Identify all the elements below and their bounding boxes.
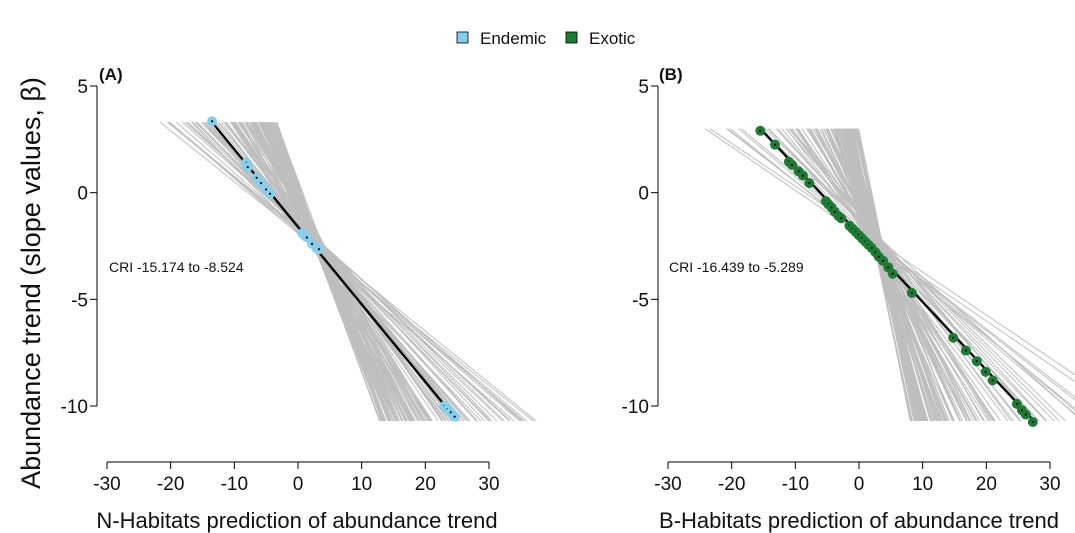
data-point-center xyxy=(210,120,214,123)
data-point-center xyxy=(453,415,456,418)
x-tick-label: 10 xyxy=(912,474,933,495)
posterior-line xyxy=(761,128,1047,422)
posterior-line xyxy=(806,128,995,422)
panel-b: -30 -20 -10 0 10 20 30 5 0 -5 -10 (B) CRI -16.439 … xyxy=(622,65,1075,533)
data-point-center xyxy=(259,181,263,185)
posterior-line xyxy=(194,121,505,422)
x-axis-title: B-Habitats prediction of abundance trend xyxy=(659,508,1059,533)
data-point-center xyxy=(964,349,968,352)
axes: -30 -20 -10 0 10 20 30 5 0 -5 -10 xyxy=(61,77,500,495)
data-point-center xyxy=(801,174,805,177)
data-point-center xyxy=(1024,413,1027,416)
x-tick-label: -30 xyxy=(654,474,681,495)
data-point-center xyxy=(991,379,994,382)
y-tick-label: 0 xyxy=(77,184,88,205)
posterior-line xyxy=(757,128,1075,416)
data-point-center xyxy=(877,255,880,258)
data-point-center xyxy=(255,176,258,179)
legend-swatch-endemic xyxy=(456,31,469,44)
data-point-center xyxy=(1031,420,1034,424)
data-point-center xyxy=(317,248,321,251)
cri-annotation: CRI -16.439 to -5.289 xyxy=(669,259,804,275)
data-point-center xyxy=(910,291,913,295)
x-tick-label: -10 xyxy=(221,474,248,495)
cri-annotation: CRI -15.174 to -8.524 xyxy=(109,259,244,275)
y-tick-label: 0 xyxy=(638,184,649,205)
y-tick-label: 5 xyxy=(77,77,88,98)
posterior-line xyxy=(704,128,1075,383)
posterior-line xyxy=(709,128,1075,376)
points-group xyxy=(207,116,460,422)
points-group xyxy=(755,125,1038,427)
x-tick-label: 30 xyxy=(1039,474,1060,495)
panel-a: -30 -20 -10 0 10 20 30 5 0 -5 -10 (A) CRI -15.174 … xyxy=(61,65,537,533)
axes: -30 -20 -10 0 10 20 30 5 0 -5 -10 xyxy=(622,77,1061,495)
y-tick-label: -10 xyxy=(61,397,88,418)
posterior-lines xyxy=(159,121,537,422)
posterior-line xyxy=(167,121,537,422)
posterior-line xyxy=(726,128,1075,398)
y-tick-label: 5 xyxy=(638,77,649,98)
x-tick-label: 20 xyxy=(976,474,997,495)
data-point-center xyxy=(310,242,314,245)
legend-label-exotic: Exotic xyxy=(589,29,636,48)
posterior-line xyxy=(206,121,470,422)
data-point-center xyxy=(1015,402,1018,405)
fit-line xyxy=(211,121,455,418)
data-point-center xyxy=(952,336,955,339)
data-point-center xyxy=(268,192,272,195)
posterior-line xyxy=(231,121,430,422)
x-tick-label: 30 xyxy=(478,474,499,495)
posterior-line xyxy=(159,121,534,422)
posterior-line xyxy=(827,128,972,422)
data-point-center xyxy=(773,143,777,146)
posterior-line xyxy=(231,121,432,422)
data-point-center xyxy=(891,272,894,275)
x-tick-label: -10 xyxy=(782,474,809,495)
fit-line-group xyxy=(211,121,455,418)
x-tick-label: 0 xyxy=(854,474,865,495)
legend-swatch-exotic xyxy=(565,31,578,44)
posterior-line xyxy=(187,121,503,422)
data-point-center xyxy=(797,170,800,173)
data-point-center xyxy=(246,165,249,169)
data-point-center xyxy=(791,163,794,167)
y-axis-title: Abundance trend (slope values, β) xyxy=(16,77,46,489)
x-tick-label: 0 xyxy=(293,474,304,495)
panel-label: (A) xyxy=(99,65,123,84)
y-tick-label: -5 xyxy=(632,290,649,311)
data-point-center xyxy=(984,370,987,373)
data-point-center xyxy=(305,236,309,239)
y-tick-label: -10 xyxy=(622,397,649,418)
legend: Endemic Exotic xyxy=(456,29,636,48)
x-axis-title: N-Habitats prediction of abundance trend xyxy=(96,508,497,533)
y-tick-label: -5 xyxy=(71,290,88,311)
data-point-center xyxy=(975,360,978,363)
data-point-center xyxy=(887,266,890,269)
legend-label-endemic: Endemic xyxy=(480,29,547,48)
data-point-center xyxy=(759,129,762,132)
x-tick-label: 20 xyxy=(415,474,436,495)
data-point-center xyxy=(882,259,885,263)
panel-label: (B) xyxy=(659,65,683,84)
x-tick-label: 10 xyxy=(351,474,372,495)
x-tick-label: -20 xyxy=(718,474,745,495)
x-tick-label: -20 xyxy=(157,474,184,495)
data-point-center xyxy=(808,181,811,185)
x-tick-label: -30 xyxy=(93,474,120,495)
data-point-center xyxy=(840,217,843,220)
